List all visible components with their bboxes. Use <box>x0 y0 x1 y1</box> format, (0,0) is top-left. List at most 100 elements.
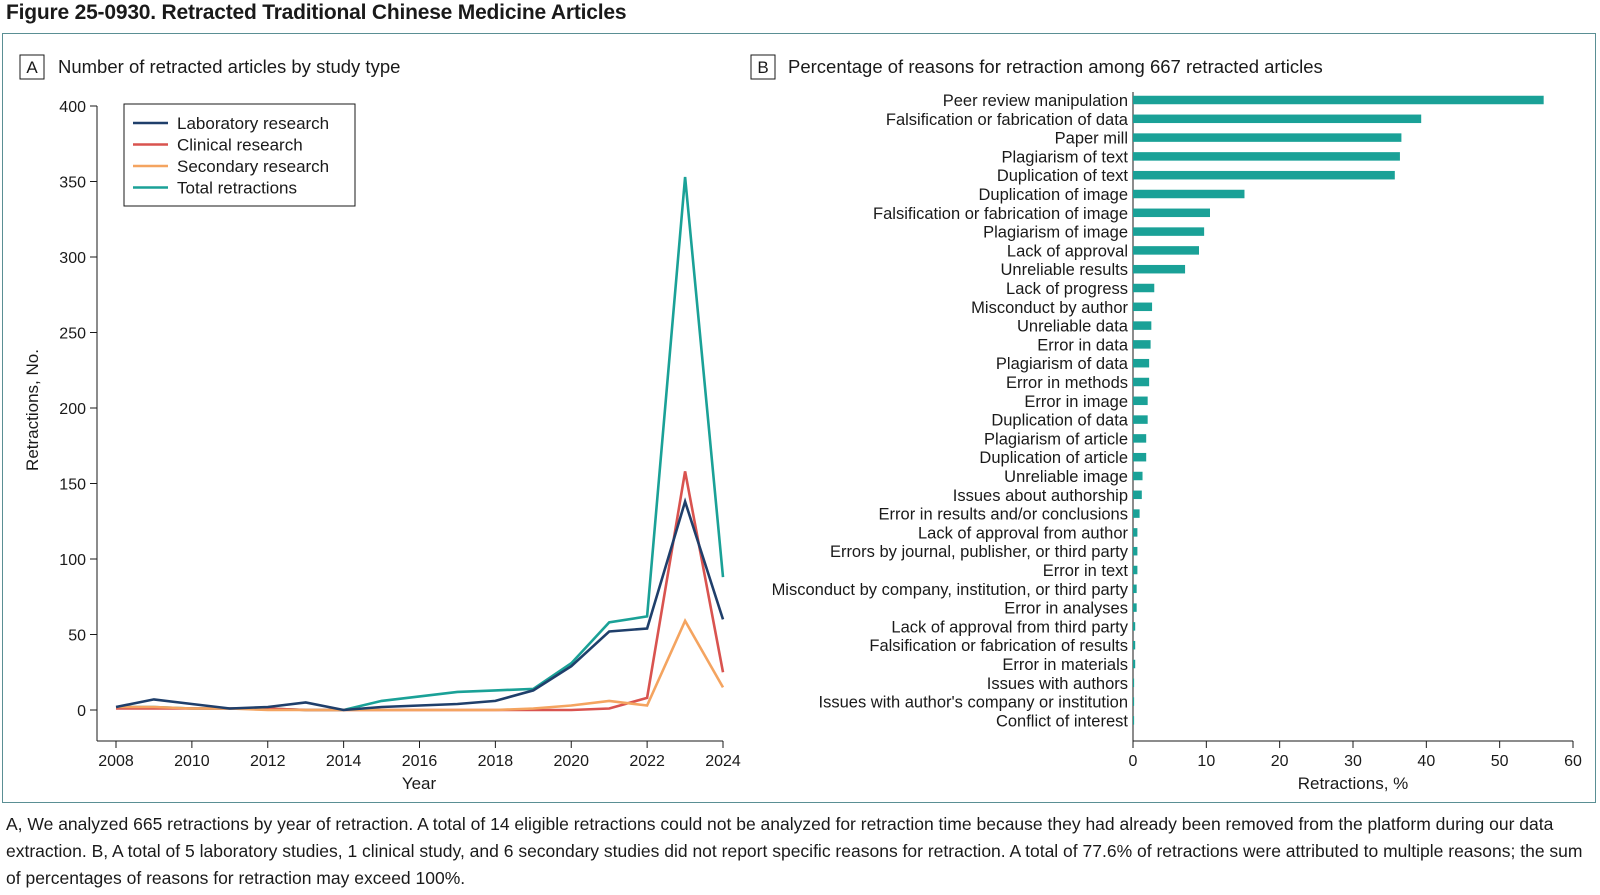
x-tick-label: 2022 <box>629 753 665 770</box>
category-label: Duplication of text <box>997 167 1129 185</box>
bar <box>1133 640 1136 650</box>
category-label: Error in results and/or conclusions <box>879 506 1128 524</box>
category-label: Issues about authorship <box>953 487 1128 505</box>
bar <box>1133 471 1143 481</box>
bar <box>1133 697 1135 706</box>
figure-title: Figure 25-0930. Retracted Traditional Ch… <box>6 1 627 24</box>
bar <box>1133 603 1137 612</box>
bar <box>1133 321 1152 330</box>
series-line-secondary-research <box>116 618 725 712</box>
bar <box>1133 452 1147 462</box>
bar <box>1133 246 1199 255</box>
x-tick-label: 2010 <box>174 753 210 770</box>
figure-frame <box>2 33 1596 803</box>
bar <box>1133 302 1153 312</box>
bar <box>1133 358 1150 368</box>
bar <box>1133 170 1395 180</box>
x-tick-label: 20 <box>1271 753 1289 770</box>
legend-label: Secondary research <box>177 157 329 176</box>
category-label: Plagiarism of text <box>1001 148 1128 166</box>
x-tick-label: 2016 <box>402 753 438 770</box>
bar <box>1133 659 1136 669</box>
x-tick-label: 2024 <box>705 753 741 770</box>
y-tick-label: 0 <box>77 703 86 720</box>
x-tick-label: 50 <box>1491 753 1509 770</box>
legend-label: Laboratory research <box>177 114 329 133</box>
legend-label: Clinical research <box>177 136 303 155</box>
bar <box>1133 227 1205 236</box>
bar <box>1133 396 1148 406</box>
y-tick-label: 50 <box>68 628 86 645</box>
category-label: Duplication of data <box>991 412 1128 430</box>
x-tick-label: 2018 <box>478 753 514 770</box>
x-tick-label: 0 <box>1129 753 1138 770</box>
category-label: Lack of approval from author <box>918 524 1129 542</box>
category-label: Error in image <box>1024 393 1128 411</box>
bar <box>1133 133 1402 142</box>
bar-chart: 0 10 20 30 40 50 60 Retractions, % Peer review m… <box>772 92 1582 793</box>
bar <box>1133 509 1140 518</box>
panel-a-letter-box <box>19 54 45 80</box>
line-chart: 0 50 100 150 200 250 300 350 400 2008 2010 2012 2014… <box>23 99 741 793</box>
bar <box>1133 114 1422 124</box>
bar <box>1133 716 1135 725</box>
bar <box>1133 434 1147 443</box>
category-label: Error in methods <box>1006 374 1128 392</box>
category-label: Unreliable results <box>1001 261 1128 279</box>
category-label: Plagiarism of image <box>983 224 1128 242</box>
bar <box>1133 208 1210 218</box>
y-tick-label: 300 <box>59 250 86 267</box>
y-axis-title: Retractions, No. <box>23 349 42 471</box>
x-tick-label: 30 <box>1344 753 1362 770</box>
category-label: Falsification or fabrication of data <box>886 111 1129 129</box>
y-tick-label: 200 <box>59 401 86 418</box>
bar <box>1133 490 1142 500</box>
x-tick-label: 60 <box>1564 753 1582 770</box>
category-label: Duplication of image <box>979 186 1129 204</box>
category-label: Lack of approval <box>1007 242 1128 260</box>
x-axis-title: Retractions, % <box>1298 774 1409 793</box>
category-label: Issues with authors <box>987 675 1128 693</box>
category-label: Unreliable image <box>1004 468 1128 486</box>
category-label: Unreliable data <box>1017 318 1129 336</box>
bar <box>1133 340 1151 349</box>
bar <box>1133 565 1138 575</box>
bar <box>1133 95 1544 105</box>
category-label: Falsification or fabrication of image <box>873 205 1128 223</box>
category-label: Falsification or fabrication of results <box>869 637 1128 655</box>
x-tick-label: 2008 <box>98 753 134 770</box>
bar <box>1133 152 1400 161</box>
figure-caption: A, We analyzed 665 retractions by year o… <box>6 814 1583 888</box>
bar <box>1133 622 1136 631</box>
series-line-clinical-research <box>116 471 725 712</box>
x-tick-label: 2020 <box>553 753 589 770</box>
legend-label: Total retractions <box>177 179 297 198</box>
category-label: Paper mill <box>1055 130 1128 148</box>
x-tick-label: 2014 <box>326 753 362 770</box>
series-line-laboratory-research <box>115 497 725 712</box>
legend-box <box>123 103 356 207</box>
panel-b-letter: B <box>757 58 768 77</box>
panel-b-letter-box <box>750 54 776 80</box>
category-label: Errors by journal, publisher, or third p… <box>830 543 1129 561</box>
category-label: Lack of progress <box>1006 280 1128 298</box>
panel-b-title: Percentage of reasons for retraction amo… <box>788 56 1323 77</box>
x-tick-label: 40 <box>1417 753 1435 770</box>
x-tick-label: 2012 <box>250 753 286 770</box>
bar <box>1133 678 1135 688</box>
panel-a-letter: A <box>26 58 38 77</box>
category-label: Peer review manipulation <box>943 92 1128 110</box>
category-label: Misconduct by author <box>971 299 1128 317</box>
bar <box>1133 377 1150 387</box>
x-axis-title: Year <box>402 774 437 793</box>
category-label: Plagiarism of article <box>984 430 1128 448</box>
category-label: Duplication of article <box>979 449 1128 467</box>
category-label: Error in materials <box>1002 656 1128 674</box>
legend: Laboratory research Clinical research Seco… <box>123 103 356 207</box>
y-tick-label: 150 <box>59 477 86 494</box>
y-tick-label: 250 <box>59 326 86 343</box>
y-tick-label: 400 <box>59 99 86 116</box>
x-tick-label: 10 <box>1197 753 1215 770</box>
category-label: Error in analyses <box>1004 600 1128 618</box>
